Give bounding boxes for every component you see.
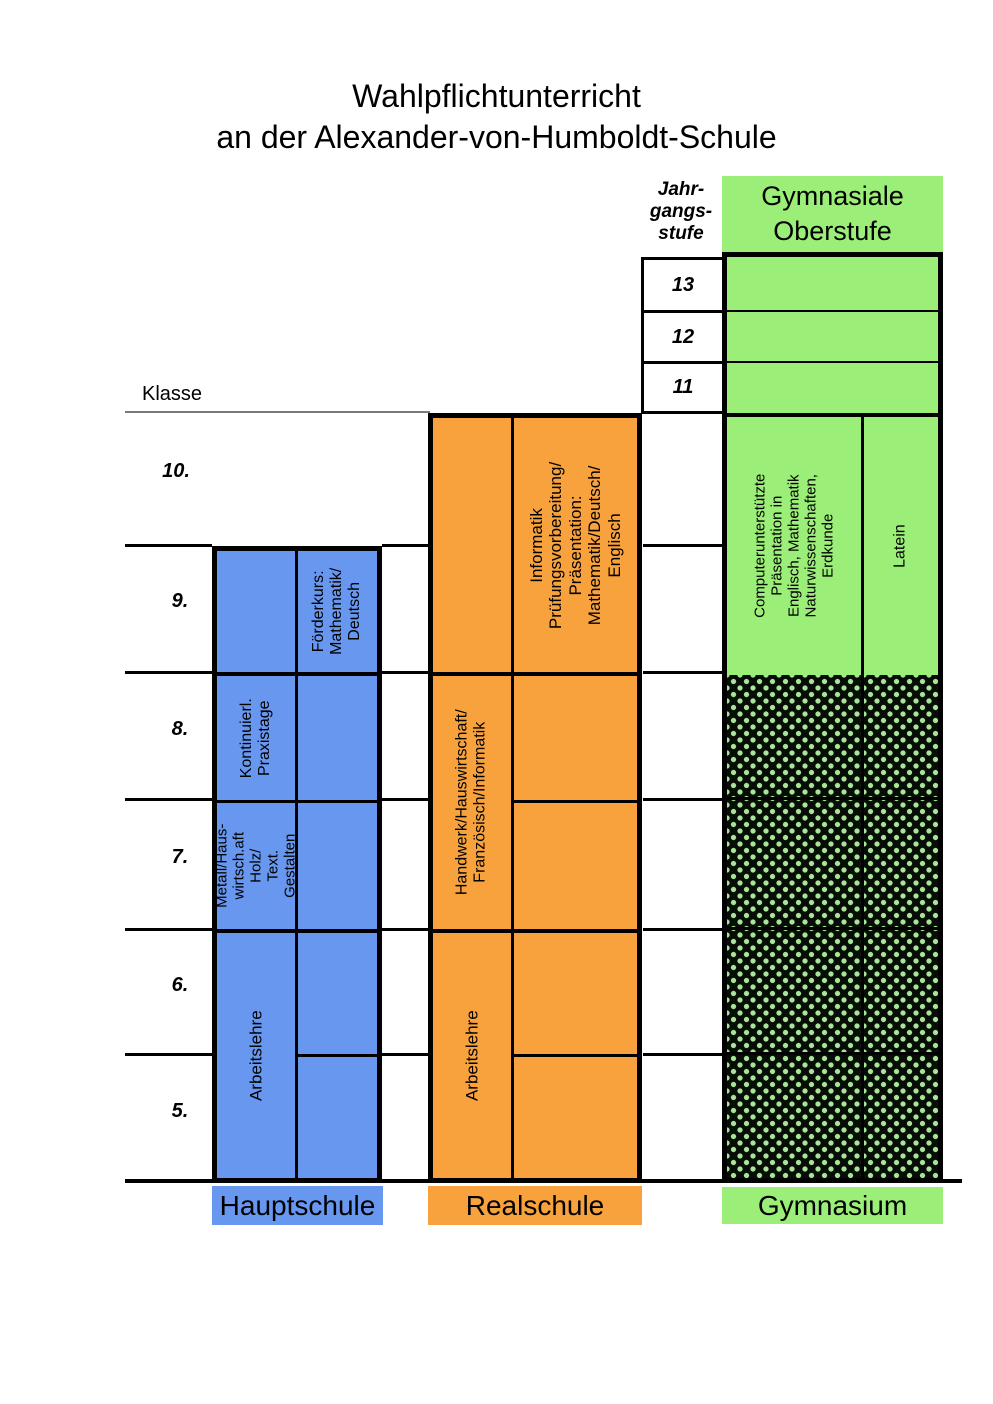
grid-line	[125, 798, 212, 801]
grid-line	[382, 928, 428, 931]
cell-border	[433, 672, 637, 676]
cell-border	[727, 361, 938, 363]
cell-foerderkurs: Förderkurs: Mathematik/ Deutsch	[298, 551, 377, 672]
class-row-6: 6.	[171, 974, 189, 996]
cell-informatik-text: Informatik Prüfungsvorbereitung/ Präsent…	[527, 461, 624, 629]
grid-line	[125, 1053, 212, 1056]
hauptschule-column: Förderkurs: Mathematik/ Deutsch Kontinui…	[212, 546, 382, 1183]
grade-row-11: 11	[672, 376, 694, 398]
grid-line	[125, 928, 212, 931]
class-row-7: 7.	[171, 846, 189, 868]
cell-arbeitslehre-hauptschule-text: Arbeitslehre	[246, 1010, 266, 1101]
grid-line	[643, 671, 722, 674]
grid-line	[643, 544, 722, 547]
cell-computer-praesentation: Computerunterstützte Präsentation in Eng…	[727, 417, 861, 675]
page-title-line2: an der Alexander-von-Humboldt-Schule	[216, 118, 777, 155]
hauptschule-footer-label: Hauptschule	[212, 1186, 383, 1225]
column-divider	[295, 551, 298, 1178]
gymnasium-footer-label: Gymnasium	[722, 1187, 943, 1224]
realschule-column: Informatik Prüfungsvorbereitung/ Präsent…	[428, 413, 642, 1183]
grid-line	[382, 671, 428, 674]
cell-border	[727, 927, 938, 930]
cell-border	[514, 1054, 637, 1057]
cell-handwerk-text: Handwerk/Hauswirtschaft/ Französisch/Inf…	[453, 709, 489, 896]
cell-metall-text: Metall/Haus- wirtsch.aft Holz/ Text. Ges…	[213, 823, 299, 909]
cell-praxistage: Kontinuierl. Praxistage	[217, 676, 295, 800]
cell-latein-text: Latein	[891, 524, 909, 568]
cell-border	[727, 797, 938, 800]
grade-row-13: 13	[671, 273, 695, 296]
grid-line	[641, 411, 725, 414]
gymnasium-column: Computerunterstützte Präsentation in Eng…	[722, 252, 943, 1183]
grade-row-12: 12	[671, 325, 695, 348]
cell-border	[217, 929, 377, 933]
cell-border	[433, 929, 637, 933]
class-row-8: 8.	[171, 718, 189, 740]
cell-border	[727, 413, 938, 417]
grid-line	[125, 671, 212, 674]
class-row-9: 9.	[171, 590, 189, 612]
cell-latein: Latein	[864, 417, 938, 675]
page-title: Wahlpflichtunterricht an der Alexander-v…	[0, 76, 993, 158]
grid-line	[641, 361, 725, 364]
cell-border	[727, 1052, 938, 1055]
grid-line	[643, 928, 722, 931]
hatch-area-left	[727, 675, 861, 1178]
grid-line	[643, 798, 722, 801]
cell-border	[217, 672, 377, 676]
grid-line	[382, 544, 428, 547]
grid-line	[382, 1053, 428, 1056]
klasse-underline	[125, 411, 430, 413]
realschule-footer-label: Realschule	[428, 1186, 642, 1225]
cell-informatik: Informatik Prüfungsvorbereitung/ Präsent…	[514, 418, 637, 672]
cell-metall: Metall/Haus- wirtsch.aft Holz/ Text. Ges…	[213, 803, 298, 929]
jahrgangsstufe-label: Jahr- gangs- stufe	[649, 179, 713, 244]
class-row-10: 10.	[162, 460, 190, 482]
class-row-5: 5.	[171, 1100, 189, 1122]
grid-line	[382, 798, 428, 801]
hatch-area-right	[864, 675, 938, 1178]
cell-praxistage-text: Kontinuierl. Praxistage	[237, 697, 274, 779]
cell-arbeitslehre-realschule: Arbeitslehre	[433, 933, 511, 1178]
grade-column-left-border	[641, 257, 644, 414]
cell-handwerk: Handwerk/Hauswirtschaft/ Französisch/Inf…	[433, 676, 511, 929]
grid-line	[641, 310, 725, 313]
gymnasiale-oberstufe-header: Gymnasiale Oberstufe	[722, 176, 943, 252]
column-divider	[511, 418, 514, 1178]
cell-computer-praesentation-text: Computerunterstützte Präsentation in Eng…	[751, 473, 837, 619]
cell-border	[727, 310, 938, 312]
klasse-label: Klasse	[142, 383, 203, 405]
cell-border	[217, 800, 377, 803]
grid-line	[643, 1053, 722, 1056]
cell-border	[298, 1054, 377, 1057]
cell-foerderkurs-text: Förderkurs: Mathematik/ Deutsch	[310, 567, 364, 656]
grid-line	[641, 257, 725, 260]
page-title-line1: Wahlpflichtunterricht	[352, 78, 641, 114]
cell-arbeitslehre-realschule-text: Arbeitslehre	[462, 1010, 482, 1101]
cell-border	[514, 800, 637, 803]
grid-line	[125, 544, 212, 547]
cell-arbeitslehre-hauptschule: Arbeitslehre	[217, 933, 295, 1178]
